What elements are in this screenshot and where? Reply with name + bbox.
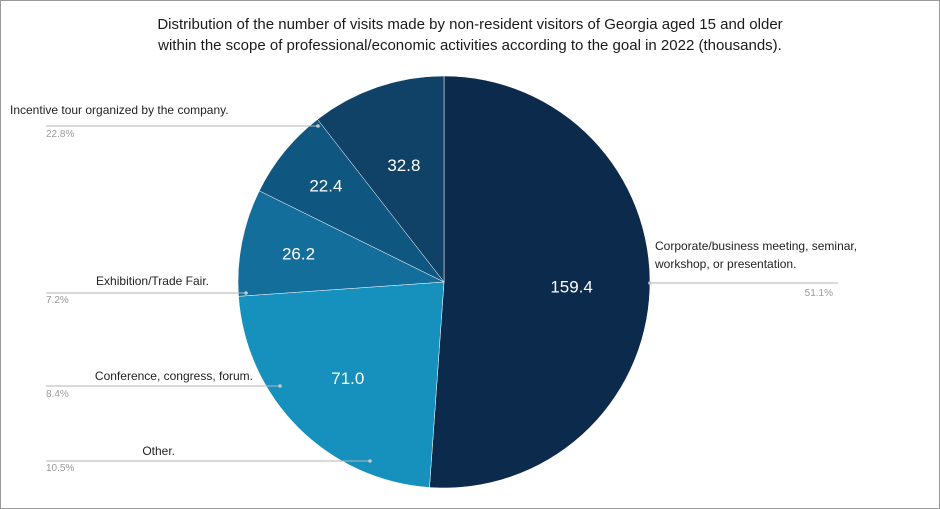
slice-percent-label-2: 8.4%	[46, 389, 69, 400]
pie-slice-4	[317, 75, 445, 283]
pie-slice-0	[429, 75, 651, 489]
leader-dot-3	[244, 291, 248, 295]
slice-value-label-3: 22.4	[309, 177, 342, 196]
slice-category-label-0: Corporate/business meeting, seminar, work…	[654, 239, 857, 271]
slice-percent-label-3: 7.2%	[46, 295, 69, 306]
slice-value-label-0: 159.4	[550, 278, 593, 297]
pie-slice-1	[238, 281, 445, 488]
leader-dot-0	[648, 281, 652, 285]
leader-dot-2	[278, 384, 282, 388]
chart-title-line-1: Distribution of the number of visits mad…	[157, 16, 783, 33]
slice-percent-label-0: 51.1%	[805, 288, 833, 299]
slice-value-label-2: 26.2	[282, 244, 315, 263]
slice-category-label-3: Exhibition/Trade Fair.	[96, 274, 209, 288]
slice-labels: Corporate/business meeting, seminar, work…	[10, 103, 857, 474]
leader-dot-4	[316, 124, 320, 128]
leader-lines	[46, 124, 838, 463]
pie-value-labels: 159.4 71.0 26.2 22.4 32.8	[282, 156, 593, 388]
slice-value-label-1: 71.0	[331, 369, 364, 388]
pie-slices	[237, 75, 651, 489]
slice-value-label-4: 32.8	[387, 156, 420, 175]
chart-title: Distribution of the number of visits mad…	[0, 14, 940, 56]
slice-category-label-4: Incentive tour organized by the company.	[10, 103, 229, 117]
chart-title-line-2: within the scope of professional/economi…	[158, 37, 782, 54]
slice-category-label-2: Conference, congress, forum.	[95, 369, 253, 383]
slice-percent-label-4: 22.8%	[46, 129, 74, 140]
slice-percent-label-1: 10.5%	[46, 463, 74, 474]
leader-dot-1	[368, 459, 372, 463]
slice-category-label-1: Other.	[142, 444, 175, 458]
